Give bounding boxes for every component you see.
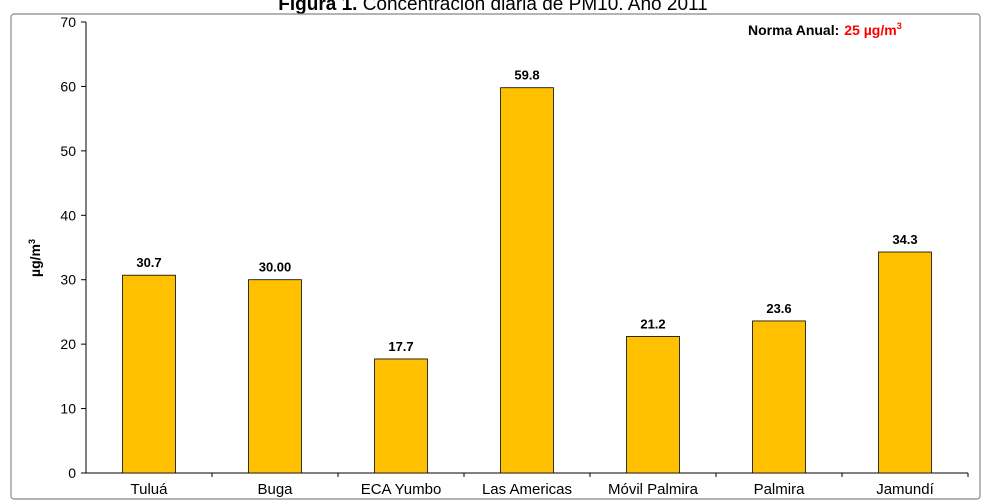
norma-value-sup: 3 (897, 21, 902, 31)
x-category-label: Tuluá (131, 481, 169, 498)
figure-title-prefix: Figura 1. (278, 0, 357, 15)
bar (122, 274, 176, 474)
x-category-label: Móvil Palmira (608, 481, 699, 498)
figure-title: Figura 1. Concentración diaria de PM10. … (278, 0, 708, 15)
bar-value-label: 59.8 (514, 68, 539, 83)
x-categories: Tuluá Buga ECA Yumbo Las Americas Móvil Palm… (131, 473, 969, 498)
y-ticks: 0 10 20 30 40 50 60 70 (60, 14, 86, 481)
data-labels: 30.7 30.00 17.7 59.8 21.2 23.6 34.3 (136, 68, 917, 354)
x-category-label: Las Americas (482, 481, 572, 498)
bar (248, 279, 302, 474)
y-tick-label: 20 (60, 336, 76, 352)
x-category-label: Buga (257, 481, 293, 498)
bar-value-label: 21.2 (640, 316, 665, 331)
y-tick-label: 60 (60, 78, 76, 94)
bar (500, 87, 554, 474)
figure-title-text: Concentración diaria de PM10. Año 2011 (357, 0, 707, 15)
y-tick-label: 30 (60, 272, 76, 288)
x-category-label: Jamundí (876, 481, 934, 498)
bar-value-label: 23.6 (766, 301, 791, 316)
y-tick-label: 50 (60, 143, 76, 159)
bar (626, 336, 680, 474)
bars (122, 87, 932, 474)
norma-annotation: Norma Anual: 25 µg/m3 (748, 21, 902, 38)
bar (374, 358, 428, 474)
y-axis-label-sup: 3 (27, 239, 37, 244)
x-category-label: ECA Yumbo (361, 481, 442, 498)
norma-label: Norma Anual: (748, 22, 839, 38)
bar (878, 251, 932, 474)
bar-value-label: 30.00 (259, 260, 292, 275)
y-tick-label: 70 (60, 14, 76, 30)
y-tick-label: 0 (68, 465, 76, 481)
bar (752, 320, 806, 474)
bar-value-label: 30.7 (136, 255, 161, 270)
norma-value: 25 µg/m (844, 22, 896, 38)
bar-value-label: 17.7 (388, 339, 413, 354)
y-tick-label: 10 (60, 401, 76, 417)
y-tick-label: 40 (60, 207, 76, 223)
x-category-label: Palmira (754, 481, 806, 498)
y-axis-label-text: µg/m (27, 244, 43, 277)
y-axis-label: µg/m3 (27, 239, 43, 277)
bar-value-label: 34.3 (892, 232, 917, 247)
